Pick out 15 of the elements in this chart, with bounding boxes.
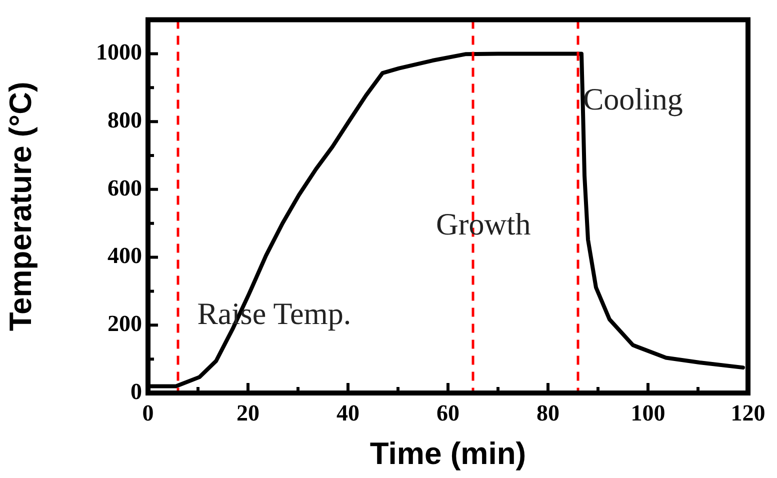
y-tick-label: 1000 [96,40,142,65]
x-tick-label: 20 [236,400,260,426]
y-tick-label: 600 [108,175,142,200]
x-axis-title: Time (min) [370,436,526,471]
x-tick-label: 100 [630,400,666,426]
annotation: Growth [436,206,532,242]
x-tick-label: 80 [536,400,560,426]
y-tick-label: 800 [108,108,142,133]
y-axis-title: Temperature (°C) [3,82,38,332]
y-tick-label: 0 [130,378,142,404]
y-tick-label: 400 [108,243,142,268]
x-tick-label: 120 [730,400,766,426]
x-tick-label: 40 [336,400,360,426]
x-tick-label: 60 [436,400,460,426]
y-tick-label: 200 [108,311,142,336]
